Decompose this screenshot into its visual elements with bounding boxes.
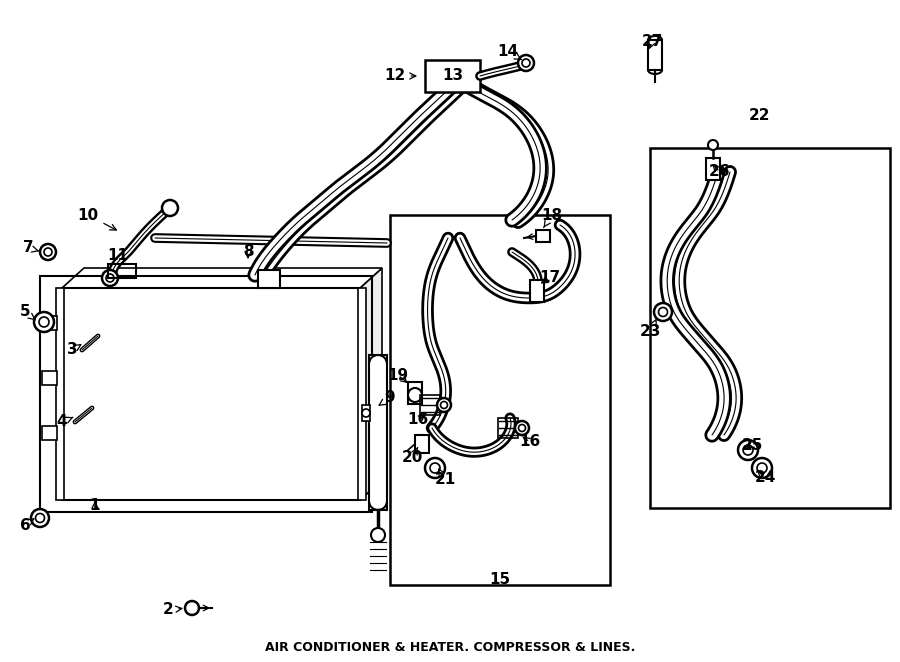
Text: 7: 7	[22, 240, 39, 256]
Circle shape	[362, 409, 370, 417]
Text: 16: 16	[408, 412, 428, 428]
Text: 20: 20	[401, 448, 423, 465]
Bar	[498, 418, 518, 438]
Circle shape	[31, 509, 49, 527]
Bar	[62, 288, 360, 500]
Bar	[536, 230, 550, 242]
Bar	[42, 426, 57, 440]
Circle shape	[102, 270, 118, 286]
Text: 23: 23	[639, 319, 661, 340]
Bar	[390, 215, 610, 585]
Polygon shape	[360, 268, 382, 500]
Text: 27: 27	[642, 34, 662, 50]
Circle shape	[522, 59, 530, 67]
Circle shape	[743, 445, 753, 455]
Text: 4: 4	[57, 414, 73, 430]
Text: 19: 19	[387, 367, 409, 383]
Text: 3: 3	[67, 342, 81, 357]
Bar	[258, 270, 280, 288]
Bar	[362, 405, 370, 421]
Circle shape	[738, 440, 758, 460]
Text: 1: 1	[90, 498, 100, 512]
Text: 2: 2	[163, 602, 182, 618]
Circle shape	[659, 308, 668, 316]
Circle shape	[708, 140, 718, 150]
Text: 25: 25	[742, 438, 762, 453]
Circle shape	[757, 463, 767, 473]
Polygon shape	[62, 268, 382, 288]
Circle shape	[654, 303, 672, 321]
Text: 14: 14	[498, 44, 521, 60]
Circle shape	[408, 388, 422, 402]
Bar	[420, 395, 440, 415]
Circle shape	[440, 401, 447, 408]
Text: 18: 18	[542, 207, 562, 228]
Text: 6: 6	[20, 518, 34, 532]
Text: AIR CONDITIONER & HEATER. COMPRESSOR & LINES.: AIR CONDITIONER & HEATER. COMPRESSOR & L…	[265, 641, 635, 654]
Circle shape	[34, 312, 54, 332]
Circle shape	[35, 514, 44, 522]
Circle shape	[371, 528, 385, 542]
Text: 12: 12	[384, 68, 416, 83]
Circle shape	[430, 463, 440, 473]
Circle shape	[518, 424, 526, 432]
Circle shape	[425, 458, 445, 478]
Circle shape	[162, 200, 178, 216]
Bar	[648, 40, 662, 70]
Circle shape	[40, 244, 56, 260]
Bar	[706, 158, 720, 180]
Circle shape	[39, 317, 49, 327]
Bar	[40, 276, 372, 512]
Circle shape	[185, 601, 199, 615]
Bar	[108, 264, 136, 278]
Bar	[42, 316, 57, 330]
Circle shape	[752, 458, 772, 478]
Text: 13: 13	[442, 68, 464, 83]
Bar	[42, 371, 57, 385]
Text: 9: 9	[379, 391, 395, 406]
Bar	[358, 288, 366, 500]
Text: 15: 15	[490, 573, 510, 587]
Text: 24: 24	[754, 471, 776, 485]
Text: 22: 22	[749, 107, 770, 122]
Circle shape	[44, 248, 52, 256]
Bar	[415, 435, 429, 453]
Text: 8: 8	[243, 244, 253, 260]
Text: 17: 17	[539, 271, 561, 285]
Bar	[369, 355, 387, 510]
Bar	[650, 148, 890, 508]
Text: 5: 5	[20, 305, 35, 320]
Bar	[530, 280, 544, 302]
Text: 21: 21	[435, 469, 455, 487]
Bar	[56, 288, 64, 500]
Bar	[408, 382, 422, 404]
Text: 26: 26	[709, 164, 731, 179]
Circle shape	[518, 55, 534, 71]
Text: 10: 10	[77, 207, 116, 230]
Text: 16: 16	[519, 434, 541, 449]
Circle shape	[515, 421, 529, 435]
Text: 11: 11	[107, 248, 129, 263]
Bar	[425, 60, 480, 92]
Circle shape	[106, 274, 114, 282]
Polygon shape	[62, 480, 382, 500]
Circle shape	[437, 398, 451, 412]
